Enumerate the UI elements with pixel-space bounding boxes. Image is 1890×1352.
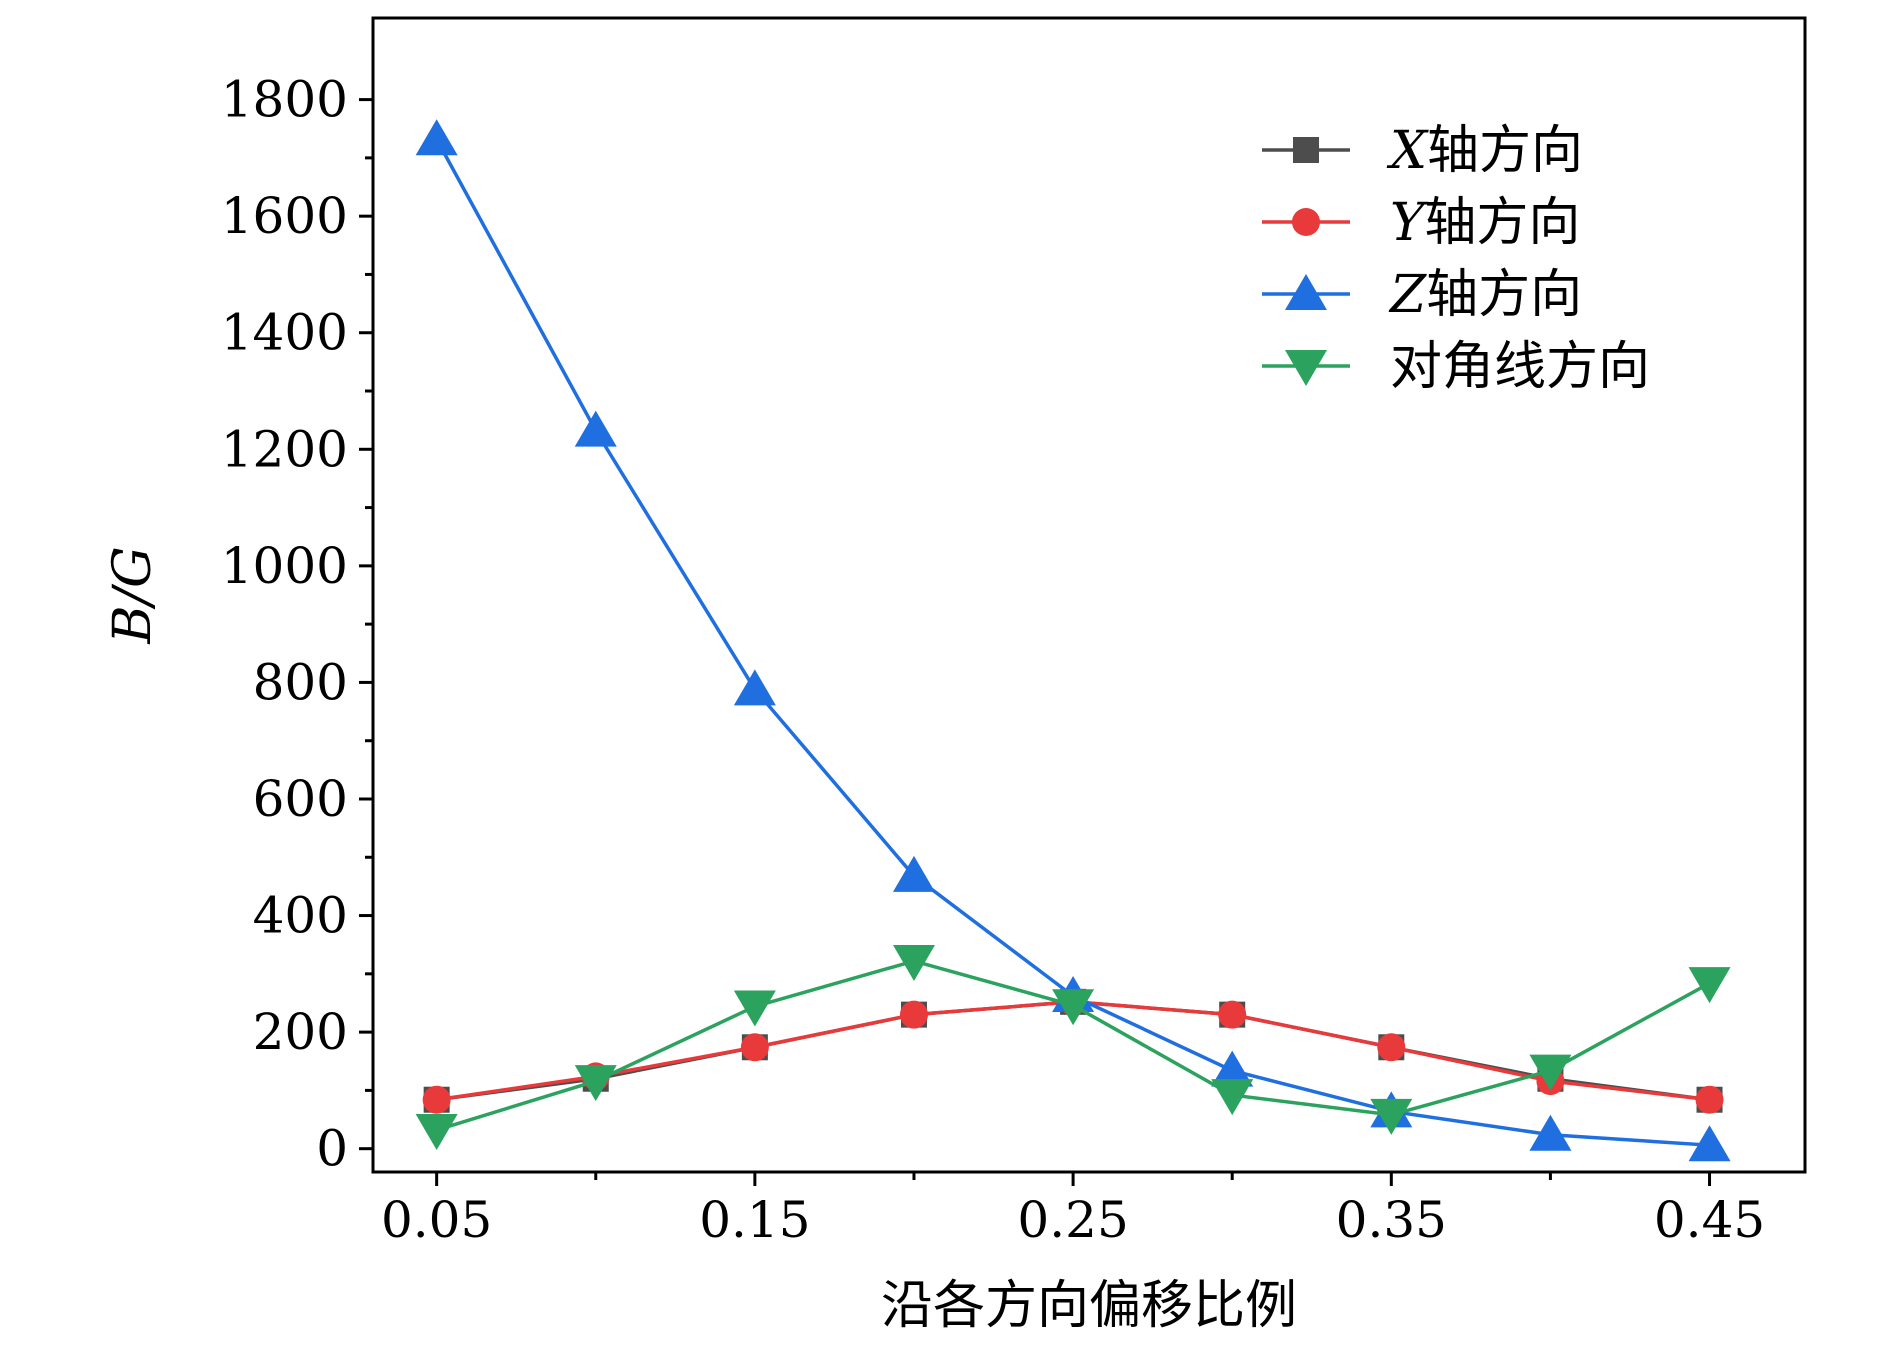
data-point	[740, 1033, 769, 1062]
y-tick-label: 1000	[221, 537, 348, 595]
legend-item-3: Z轴方向	[1262, 265, 1582, 325]
legend-suffix: 轴方向	[1426, 265, 1582, 325]
y-tick-label: 1800	[221, 71, 348, 129]
data-point	[1695, 1085, 1724, 1114]
data-point	[1211, 1079, 1254, 1116]
legend-suffix: 对角线方向	[1390, 337, 1650, 397]
data-point	[733, 990, 776, 1027]
data-point	[574, 1065, 617, 1102]
legend-variable: Z	[1388, 265, 1427, 325]
legend-item-4: 对角线方向	[1262, 337, 1650, 397]
x-tick-label: 0.45	[1654, 1191, 1765, 1249]
legend-variable: X	[1386, 121, 1429, 181]
data-point	[1688, 967, 1731, 1004]
x-tick-label: 0.35	[1336, 1191, 1447, 1249]
legend-label: 对角线方向	[1390, 337, 1650, 397]
x-axis-title: 沿各方向偏移比例	[881, 1276, 1297, 1336]
legend-marker	[1285, 274, 1327, 310]
data-point	[899, 1000, 928, 1029]
legend-marker	[1293, 137, 1319, 163]
x-tick-label: 0.25	[1017, 1191, 1128, 1249]
legend-label: Y轴方向	[1390, 193, 1580, 253]
data-point	[422, 1085, 451, 1114]
y-tick-label: 200	[253, 1003, 348, 1061]
y-tick-label: 1600	[221, 187, 348, 245]
data-point	[1211, 1050, 1254, 1087]
legend-item-2: Y轴方向	[1262, 193, 1580, 253]
y-axis-title: B/G	[103, 546, 163, 644]
data-point	[1370, 1098, 1413, 1135]
y-tick-label: 1400	[221, 304, 348, 362]
data-point	[892, 945, 935, 982]
data-point	[415, 1114, 458, 1151]
legend-label: X轴方向	[1386, 121, 1583, 181]
series-layer	[415, 119, 1731, 1162]
legend-marker	[1292, 208, 1320, 236]
legend-variable: Y	[1390, 193, 1429, 253]
legend-item-1: X轴方向	[1262, 121, 1583, 181]
data-point	[1529, 1054, 1572, 1091]
x-tick-label: 0.15	[699, 1191, 810, 1249]
y-tick-label: 400	[253, 887, 348, 945]
y-tick-label: 1200	[221, 420, 348, 478]
data-point	[415, 119, 458, 156]
ticks-layer: 0.05 0.15 0.25 0.35 0.45 0 200 400 600 800 1000 120…	[221, 71, 1765, 1249]
legend-suffix: 轴方向	[1427, 121, 1583, 181]
y-tick-label: 800	[253, 653, 348, 711]
plot-frame	[371, 16, 1807, 1174]
data-point	[1688, 1125, 1731, 1162]
data-point	[1218, 1000, 1247, 1029]
legend-marker	[1285, 350, 1327, 386]
x-tick-label: 0.05	[381, 1191, 492, 1249]
data-point	[1529, 1114, 1572, 1151]
data-point	[1377, 1033, 1406, 1062]
legend-label: Z轴方向	[1388, 265, 1582, 325]
y-tick-label: 0	[316, 1120, 348, 1178]
series-4	[415, 945, 1731, 1151]
data-point	[892, 855, 935, 892]
data-point	[733, 669, 776, 706]
data-point	[1052, 989, 1095, 1026]
data-point	[574, 410, 617, 447]
legend-suffix: 轴方向	[1424, 193, 1580, 253]
y-tick-label: 600	[253, 770, 348, 828]
